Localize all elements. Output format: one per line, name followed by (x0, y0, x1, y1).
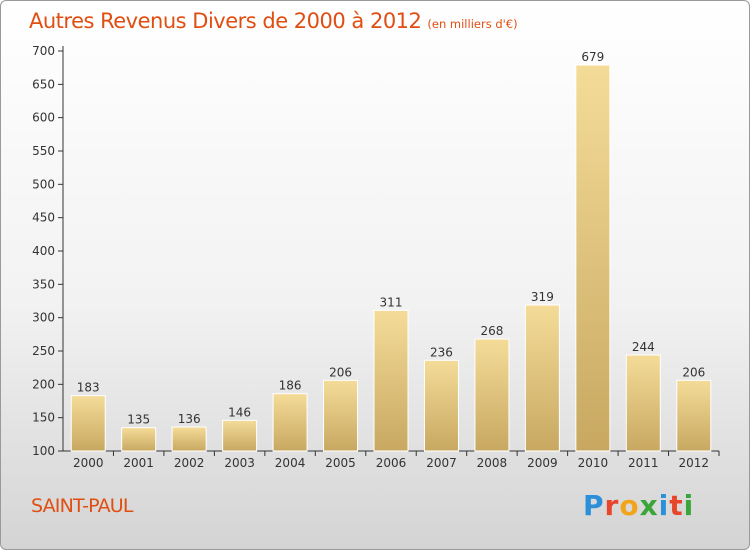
y-tick-label: 550 (32, 144, 55, 158)
y-tick-label: 650 (32, 77, 55, 91)
value-label-2009: 319 (531, 290, 554, 304)
bar-2006 (373, 309, 409, 452)
y-tick-label: 500 (32, 177, 55, 191)
bar-2000 (70, 395, 106, 452)
value-label-2002: 136 (178, 412, 201, 426)
value-label-2005: 206 (329, 365, 352, 379)
value-label-2004: 186 (279, 379, 302, 393)
chart-subtitle: (en milliers d'€) (427, 17, 518, 31)
y-tick-label: 200 (32, 377, 55, 391)
value-label-2008: 268 (480, 324, 503, 338)
y-tick-label: 100 (32, 444, 55, 458)
value-label-2010: 679 (581, 50, 604, 64)
y-tick-label: 300 (32, 311, 55, 325)
value-label-2011: 244 (632, 340, 655, 354)
value-label-2012: 206 (682, 365, 705, 379)
logo-letter: r (604, 489, 620, 522)
value-label-2003: 146 (228, 405, 251, 419)
bar-2011 (625, 354, 661, 452)
y-tick-label: 400 (32, 244, 55, 258)
x-tick-label: 2010 (578, 456, 609, 470)
value-label-2007: 236 (430, 345, 453, 359)
x-tick-label: 2003 (224, 456, 255, 470)
title-text: Autres Revenus Divers de 2000 à 2012 (29, 9, 422, 33)
x-tick-label: 2011 (628, 456, 659, 470)
x-tick-label: 2005 (325, 456, 356, 470)
logo-letter: i (683, 489, 695, 522)
bar-2002 (171, 426, 207, 452)
bars (70, 64, 712, 452)
x-tick-label: 2001 (123, 456, 154, 470)
bar-2005 (323, 379, 359, 452)
bar-2009 (524, 304, 560, 452)
bar-2010 (575, 64, 611, 452)
logo-letter: o (619, 489, 640, 522)
value-labels: 183 135 136 146 186 206 311 236 268 319 679 244 206 (77, 50, 705, 427)
proxiti-logo: Proxiti (583, 489, 694, 522)
x-tick-label: 2002 (174, 456, 205, 470)
x-tick-label: 2007 (426, 456, 457, 470)
bar-2012 (676, 379, 712, 452)
logo-letter: t (669, 489, 684, 522)
x-tick-label: 2012 (678, 456, 709, 470)
y-tick-label: 450 (32, 211, 55, 225)
y-tick-label: 150 (32, 411, 55, 425)
x-tick-label: 2000 (73, 456, 104, 470)
logo-letter: x (639, 489, 659, 522)
y-tick-label: 350 (32, 277, 55, 291)
x-tick-label: 2009 (527, 456, 558, 470)
bar-2003 (222, 419, 258, 452)
bar-2008 (474, 338, 510, 452)
value-label-2000: 183 (77, 381, 100, 395)
x-tick-label: 2008 (477, 456, 508, 470)
bar-2001 (121, 427, 157, 452)
y-tick-label: 600 (32, 111, 55, 125)
x-tick-label: 2006 (376, 456, 407, 470)
y-axis: 100 150 200 250 300 350 400 450 500 550 600 650 700 (32, 44, 64, 458)
value-label-2001: 135 (127, 413, 150, 427)
bar-2004 (272, 393, 308, 452)
y-tick-label: 250 (32, 344, 55, 358)
y-tick-label: 700 (32, 44, 55, 58)
bar-2007 (423, 359, 459, 452)
value-label-2006: 311 (380, 295, 403, 309)
x-tick-label: 2004 (275, 456, 306, 470)
chart-title: Autres Revenus Divers de 2000 à 2012 (en … (29, 9, 518, 33)
x-axis: 2000 2001 2002 2003 2004 2005 2006 2007 2008 2009… (63, 450, 720, 470)
logo-letter: P (583, 489, 605, 522)
logo-letter: i (658, 489, 670, 522)
place-name: SAINT-PAUL (31, 495, 133, 517)
